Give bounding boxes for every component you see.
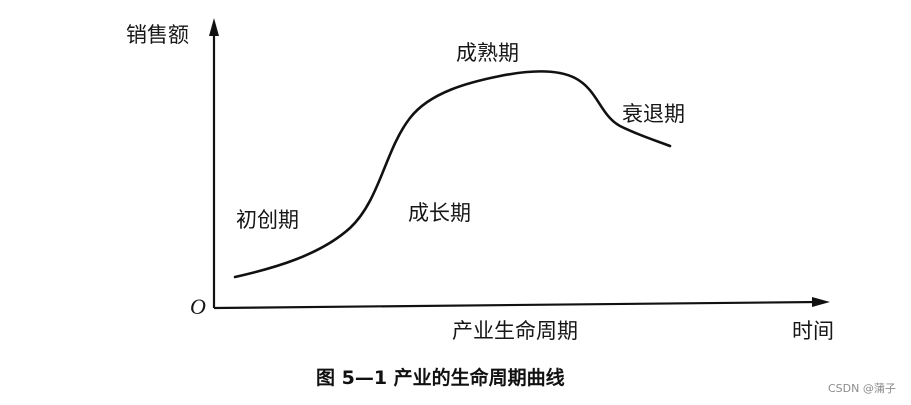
stage-label-introduction: 初创期 bbox=[236, 208, 299, 232]
x-axis-arrow bbox=[812, 297, 830, 307]
figure-caption: 图 5—1 产业的生命周期曲线 bbox=[316, 366, 565, 389]
lifecycle-curve bbox=[233, 70, 672, 279]
x-axis bbox=[213, 300, 819, 310]
stage-label-decline: 衰退期 bbox=[622, 102, 685, 126]
stage-label-growth: 成长期 bbox=[408, 201, 471, 225]
x-axis-caption: 产业生命周期 bbox=[452, 319, 578, 343]
y-axis-label: 销售额 bbox=[126, 23, 189, 47]
x-axis-label: 时间 bbox=[792, 319, 834, 343]
y-axis-arrow bbox=[209, 18, 219, 36]
watermark: CSDN @蒲子 bbox=[828, 381, 896, 395]
origin-label: O bbox=[190, 294, 206, 319]
stage-label-maturity: 成熟期 bbox=[456, 41, 519, 65]
